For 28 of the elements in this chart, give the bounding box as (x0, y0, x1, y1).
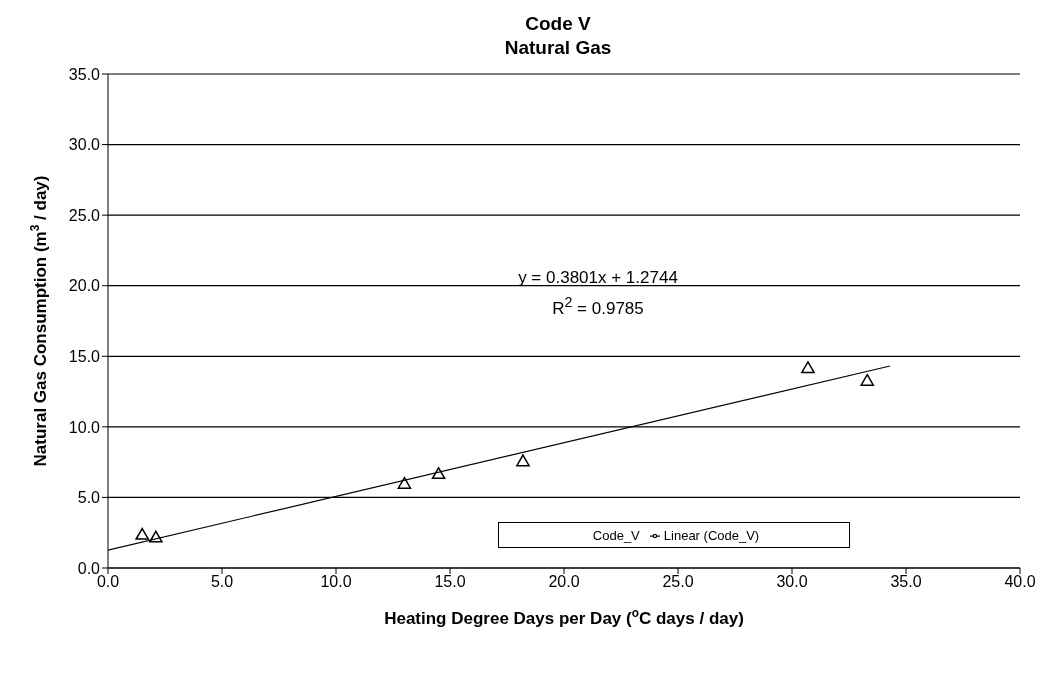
y-tick-label: 25.0 (68, 206, 101, 224)
x-tick-label: 15.0 (434, 573, 466, 591)
point (516, 454, 530, 467)
y-tick-label: 15.0 (68, 347, 101, 365)
x-tick-label: 0.0 (96, 573, 120, 591)
point (431, 467, 446, 480)
point (135, 527, 150, 540)
chart-title: Code V (525, 13, 591, 34)
x-axis-title: Heating Degree Days per Day ($^{o}$C days / day) (384, 606, 744, 628)
y-tick-label: 20.0 (68, 277, 101, 295)
x-tick-label: 40.0 (1004, 573, 1036, 591)
x-tick-label: 10.0 (320, 573, 352, 591)
x-tick-label: 5.0 (210, 573, 234, 591)
x-tick-label: 25.0 (662, 573, 694, 591)
point (801, 361, 815, 374)
legend-label: Linear (Code_V) (663, 528, 760, 543)
point (397, 476, 412, 489)
y-tick-label: 5.0 (77, 489, 101, 507)
y-tick-label: 10.0 (68, 418, 101, 436)
x-tick-label: 30.0 (776, 573, 808, 591)
annotation: R$^{2}$ = 0.9785 (552, 294, 644, 318)
y-tick-label: 30.0 (68, 136, 101, 154)
x-tick-label: 35.0 (890, 573, 922, 591)
y-tick-label: 35.0 (68, 65, 101, 83)
chart-subtitle: Natural Gas (504, 37, 612, 58)
point (860, 373, 875, 386)
text: Code_V (592, 528, 640, 543)
x-tick-label: 20.0 (548, 573, 580, 591)
